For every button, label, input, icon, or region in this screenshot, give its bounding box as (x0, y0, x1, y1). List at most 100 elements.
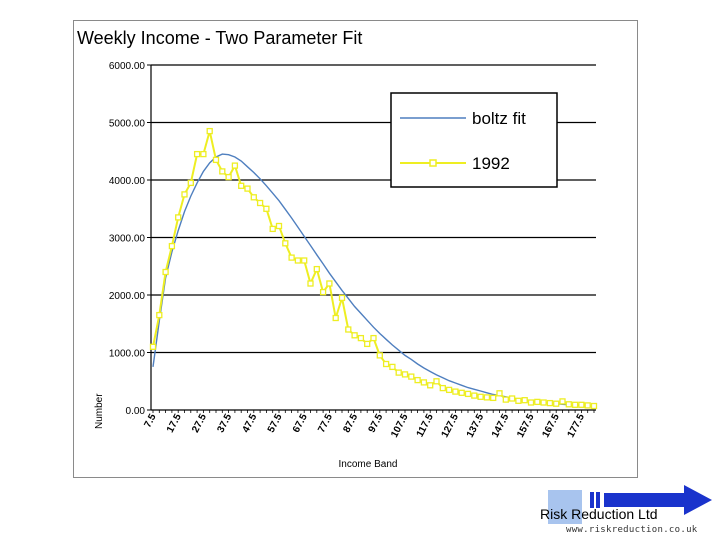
data-point-1992 (212, 156, 220, 164)
data-point-1992 (414, 376, 421, 384)
logo-company-name: Risk Reduction Ltd (540, 506, 658, 522)
logo-bars (590, 492, 602, 508)
data-point-1992 (313, 265, 320, 273)
data-point-1992 (200, 150, 207, 158)
data-point-1992 (301, 257, 308, 264)
data-point-1992 (553, 400, 560, 407)
data-point-1992 (156, 311, 163, 319)
data-point-1992 (357, 334, 365, 342)
data-point-1992 (263, 205, 270, 212)
data-point-1992 (540, 399, 547, 406)
data-point-1992 (477, 393, 484, 400)
x-tick-label: 77.5 (316, 412, 335, 435)
logo-url: www.riskreduction.co.uk (566, 525, 698, 535)
x-tick-label: 57.5 (266, 412, 285, 435)
y-tick-label: 6000.00 (109, 61, 146, 72)
y-tick-label: 0.00 (126, 406, 146, 417)
logo-square (548, 490, 582, 524)
legend-box (390, 92, 558, 188)
data-point-1992 (326, 280, 333, 287)
legend: boltz fit 1992 (390, 92, 558, 188)
x-axis-title: Income Band (339, 459, 398, 470)
data-point-1992 (458, 389, 465, 396)
data-point-1992 (464, 390, 472, 398)
legend-label-1992: 1992 (472, 154, 510, 173)
chart-title: Weekly Income - Two Parameter Fit (77, 28, 363, 48)
data-point-1992 (534, 398, 541, 406)
data-point-1992 (288, 254, 295, 261)
x-tick-label: 87.5 (341, 412, 360, 435)
x-tick-label: 127.5 (440, 412, 462, 440)
data-point-1992 (364, 340, 371, 348)
x-tick-label: 17.5 (165, 412, 184, 435)
data-point-1992 (231, 162, 239, 169)
x-tick-label: 137.5 (465, 412, 487, 440)
legend-label-boltz-fit: boltz fit (472, 109, 526, 128)
data-point-1992 (307, 280, 314, 287)
legend-swatch-1992-marker (429, 159, 437, 167)
data-point-1992 (546, 399, 554, 407)
data-point-1992 (578, 401, 585, 408)
data-point-1992 (433, 378, 440, 385)
x-tick-label: 157.5 (515, 412, 537, 440)
data-point-1992 (401, 371, 409, 378)
y-tick-label: 4000.00 (109, 176, 146, 187)
x-tick-label: 117.5 (415, 412, 436, 439)
data-point-1992 (149, 343, 157, 350)
data-point-1992 (370, 334, 377, 342)
x-tick-label: 97.5 (367, 412, 386, 435)
data-point-1992 (294, 257, 302, 264)
series-layer (149, 127, 598, 410)
data-point-1992 (395, 369, 402, 376)
data-point-1992 (508, 395, 516, 402)
arrow-right-icon[interactable] (604, 484, 714, 516)
data-point-1992 (193, 150, 201, 158)
x-tick-label: 147.5 (490, 412, 512, 440)
data-point-1992 (269, 225, 276, 233)
data-point-1992 (256, 199, 264, 207)
data-point-1992 (282, 240, 289, 247)
data-point-1992 (502, 396, 509, 403)
data-point-1992 (162, 268, 169, 276)
x-tick-label: 67.5 (291, 412, 310, 435)
data-point-1992 (244, 185, 251, 192)
data-point-1992 (483, 394, 491, 401)
company-logo: Risk Reduction Ltd www.riskreduction.co.… (538, 482, 720, 540)
y-tick-label: 2000.00 (109, 291, 146, 302)
chart-frame: Weekly Income - Two Parameter Fit 0.00 10… (73, 20, 638, 478)
chart-svg: 0.00 1000.00 2000.00 3000.00 4000.00 5000.00 6… (94, 61, 598, 470)
data-point-1992 (382, 360, 390, 368)
data-point-1992 (584, 402, 591, 409)
data-point-1992 (471, 392, 478, 399)
data-point-1992 (376, 352, 383, 359)
data-point-1992 (420, 379, 428, 386)
data-point-1992 (168, 242, 176, 250)
data-point-1992 (427, 382, 434, 389)
data-point-1992 (496, 390, 503, 397)
data-point-1992 (590, 402, 598, 410)
data-point-1992 (206, 127, 213, 135)
y-axis-title: Number (94, 393, 105, 429)
y-axis: 0.00 1000.00 2000.00 3000.00 4000.00 5000.00 6… (109, 61, 152, 417)
data-point-1992 (332, 314, 339, 322)
data-point-1992 (527, 399, 535, 406)
data-point-1992 (338, 294, 346, 302)
data-point-1992 (187, 179, 194, 187)
x-tick-label: 47.5 (241, 412, 260, 435)
y-tick-label: 1000.00 (109, 349, 146, 360)
data-point-1992 (250, 194, 257, 201)
data-point-1992 (389, 363, 396, 371)
data-point-1992 (175, 214, 182, 221)
data-point-1992 (408, 373, 415, 380)
data-point-1992 (439, 384, 446, 392)
x-tick-label: 177.5 (566, 412, 588, 440)
data-point-1992 (275, 222, 283, 230)
data-point-1992 (219, 168, 226, 175)
data-point-1992 (238, 182, 245, 189)
data-point-1992 (225, 173, 232, 181)
data-point-1992 (181, 191, 188, 198)
data-point-1992 (345, 326, 352, 333)
x-axis: 7.5 17.5 27.5 37.5 47.5 57.5 67.5 77.5 87.5 97.5 1… (142, 409, 596, 440)
series-line-boltz-fit (152, 153, 595, 408)
x-tick-label: 27.5 (190, 412, 209, 435)
